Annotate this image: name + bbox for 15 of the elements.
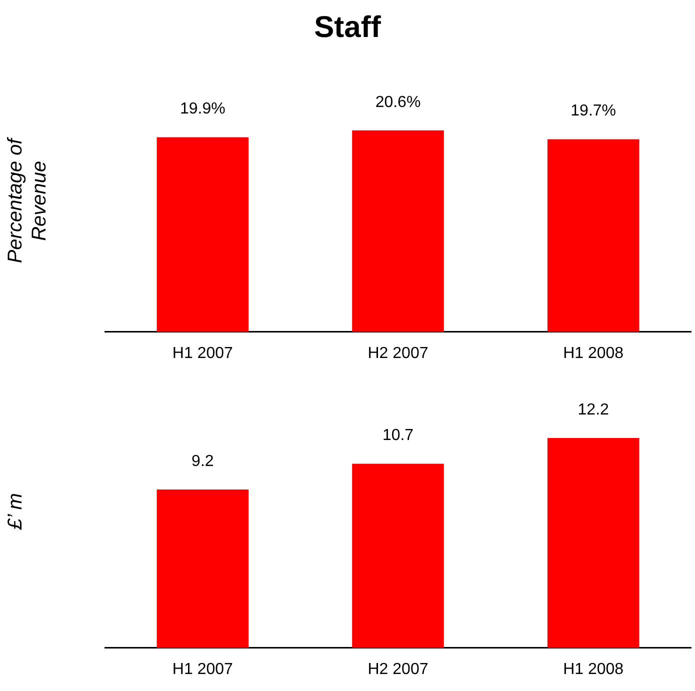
x-tick-label: H2 2007 (368, 344, 428, 362)
data-label: 10.7 (382, 427, 414, 444)
data-label: 19.7% (570, 102, 616, 120)
chart-title: Staff (313, 10, 382, 46)
y-axis-title: Percentage of Revenue (4, 136, 51, 264)
data-label: 12.2 (578, 401, 610, 418)
x-tick-label: H1 2007 (172, 660, 234, 678)
x-tick-label: H1 2007 (172, 344, 234, 362)
x-tick-label: H1 2008 (563, 344, 624, 362)
y-axis-title: £’ m (4, 493, 27, 531)
data-label: 19.9% (180, 100, 226, 118)
x-tick-label: H2 2007 (368, 660, 428, 678)
data-label: 9.2 (192, 452, 214, 470)
x-tick-label: H1 2008 (563, 660, 624, 678)
data-label: 20.6% (375, 94, 421, 111)
